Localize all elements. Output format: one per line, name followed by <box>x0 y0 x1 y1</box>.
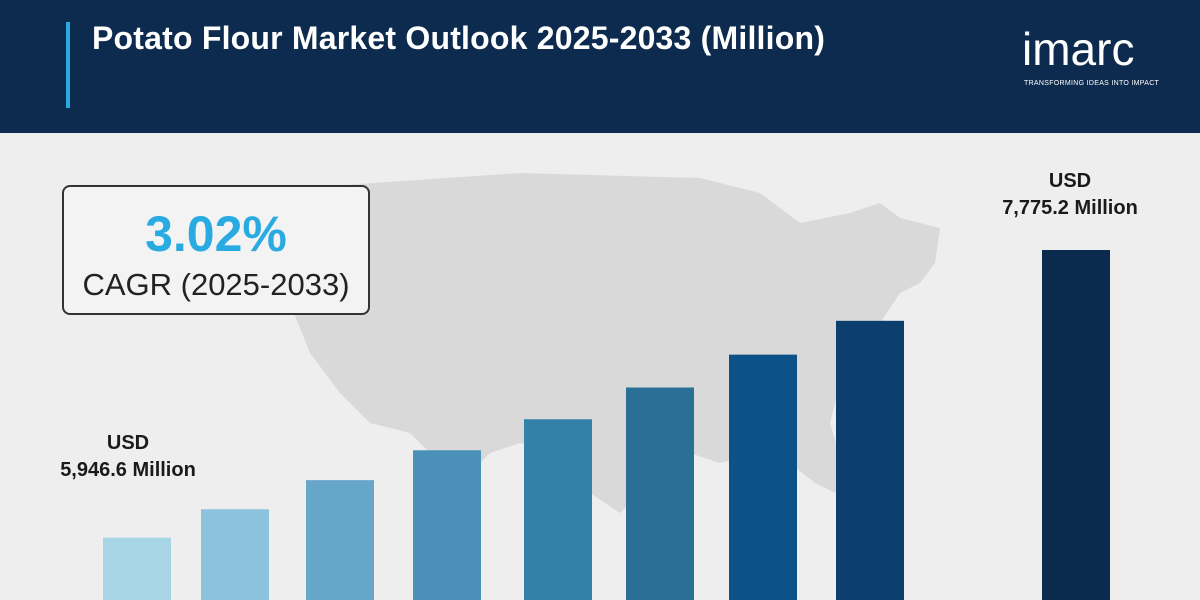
title-accent-bar <box>66 22 70 108</box>
start-currency: USD <box>106 432 150 454</box>
bar-2028 <box>413 450 481 600</box>
logo-tagline: TRANSFORMING IDEAS INTO IMPACT <box>1024 80 1160 87</box>
bar-2027 <box>306 480 374 600</box>
page-title: Potato Flour Market Outlook 2025-2033 (M… <box>92 20 826 56</box>
logo-wordmark: imarc <box>1022 23 1135 75</box>
bar-2029 <box>524 419 592 600</box>
bar-2032 <box>836 320 904 600</box>
cagr-value: 3.02% <box>145 206 287 262</box>
bar-2030 <box>626 387 694 600</box>
end-value: 7,775.2 Million <box>1002 197 1138 219</box>
start-value-annotation: USD 5,946.6 Million <box>38 430 218 484</box>
start-value: 5,946.6 Million <box>60 459 196 481</box>
end-value-annotation: USD 7,775.2 Million <box>975 168 1165 222</box>
bar-2033 <box>1042 250 1110 600</box>
cagr-box: 3.02% CAGR (2025-2033) <box>62 185 370 315</box>
end-currency: USD <box>1048 170 1092 192</box>
bar-2025 <box>103 537 171 600</box>
bar-2026 <box>201 509 269 600</box>
header-banner: Potato Flour Market Outlook 2025-2033 (M… <box>0 0 1200 133</box>
cagr-label: CAGR (2025-2033) <box>82 267 350 302</box>
imarc-logo: imarc TRANSFORMING IDEAS INTO IMPACT <box>1022 26 1182 96</box>
bar-2031 <box>729 354 797 600</box>
